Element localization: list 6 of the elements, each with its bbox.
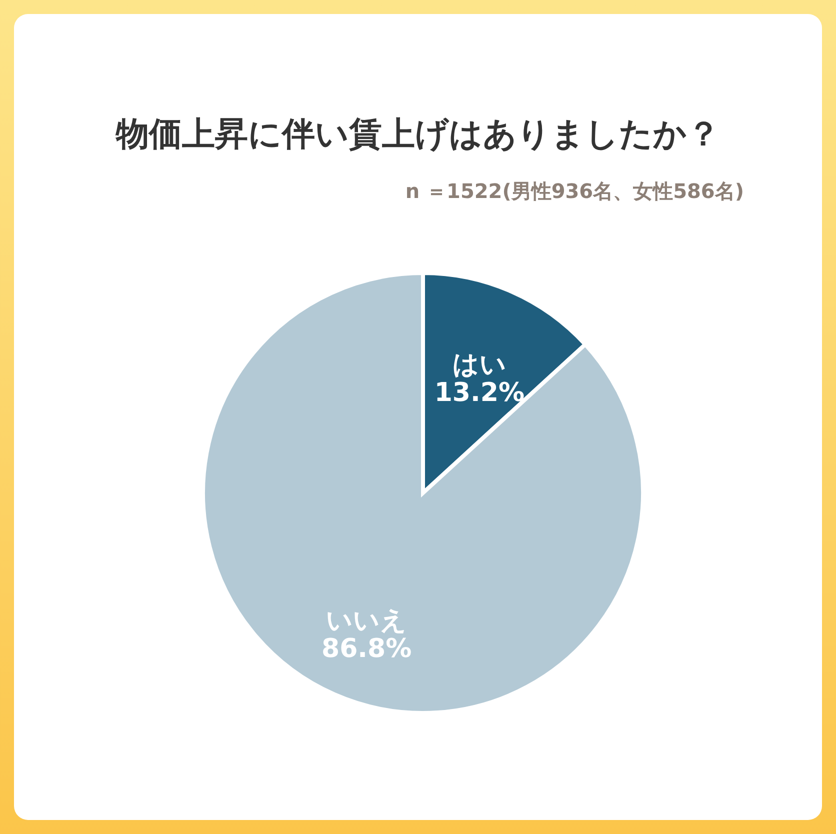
slice-label: はい	[452, 350, 506, 380]
chart-title: 物価上昇に伴い賃上げはありましたか？	[114, 113, 721, 155]
chart-subtitle: n ＝1522(男性936名、女性586名)	[405, 178, 744, 205]
data-label: 13.2%	[434, 378, 525, 408]
slice-label: いいえ	[326, 606, 408, 636]
data-label: 86.8%	[321, 634, 412, 664]
